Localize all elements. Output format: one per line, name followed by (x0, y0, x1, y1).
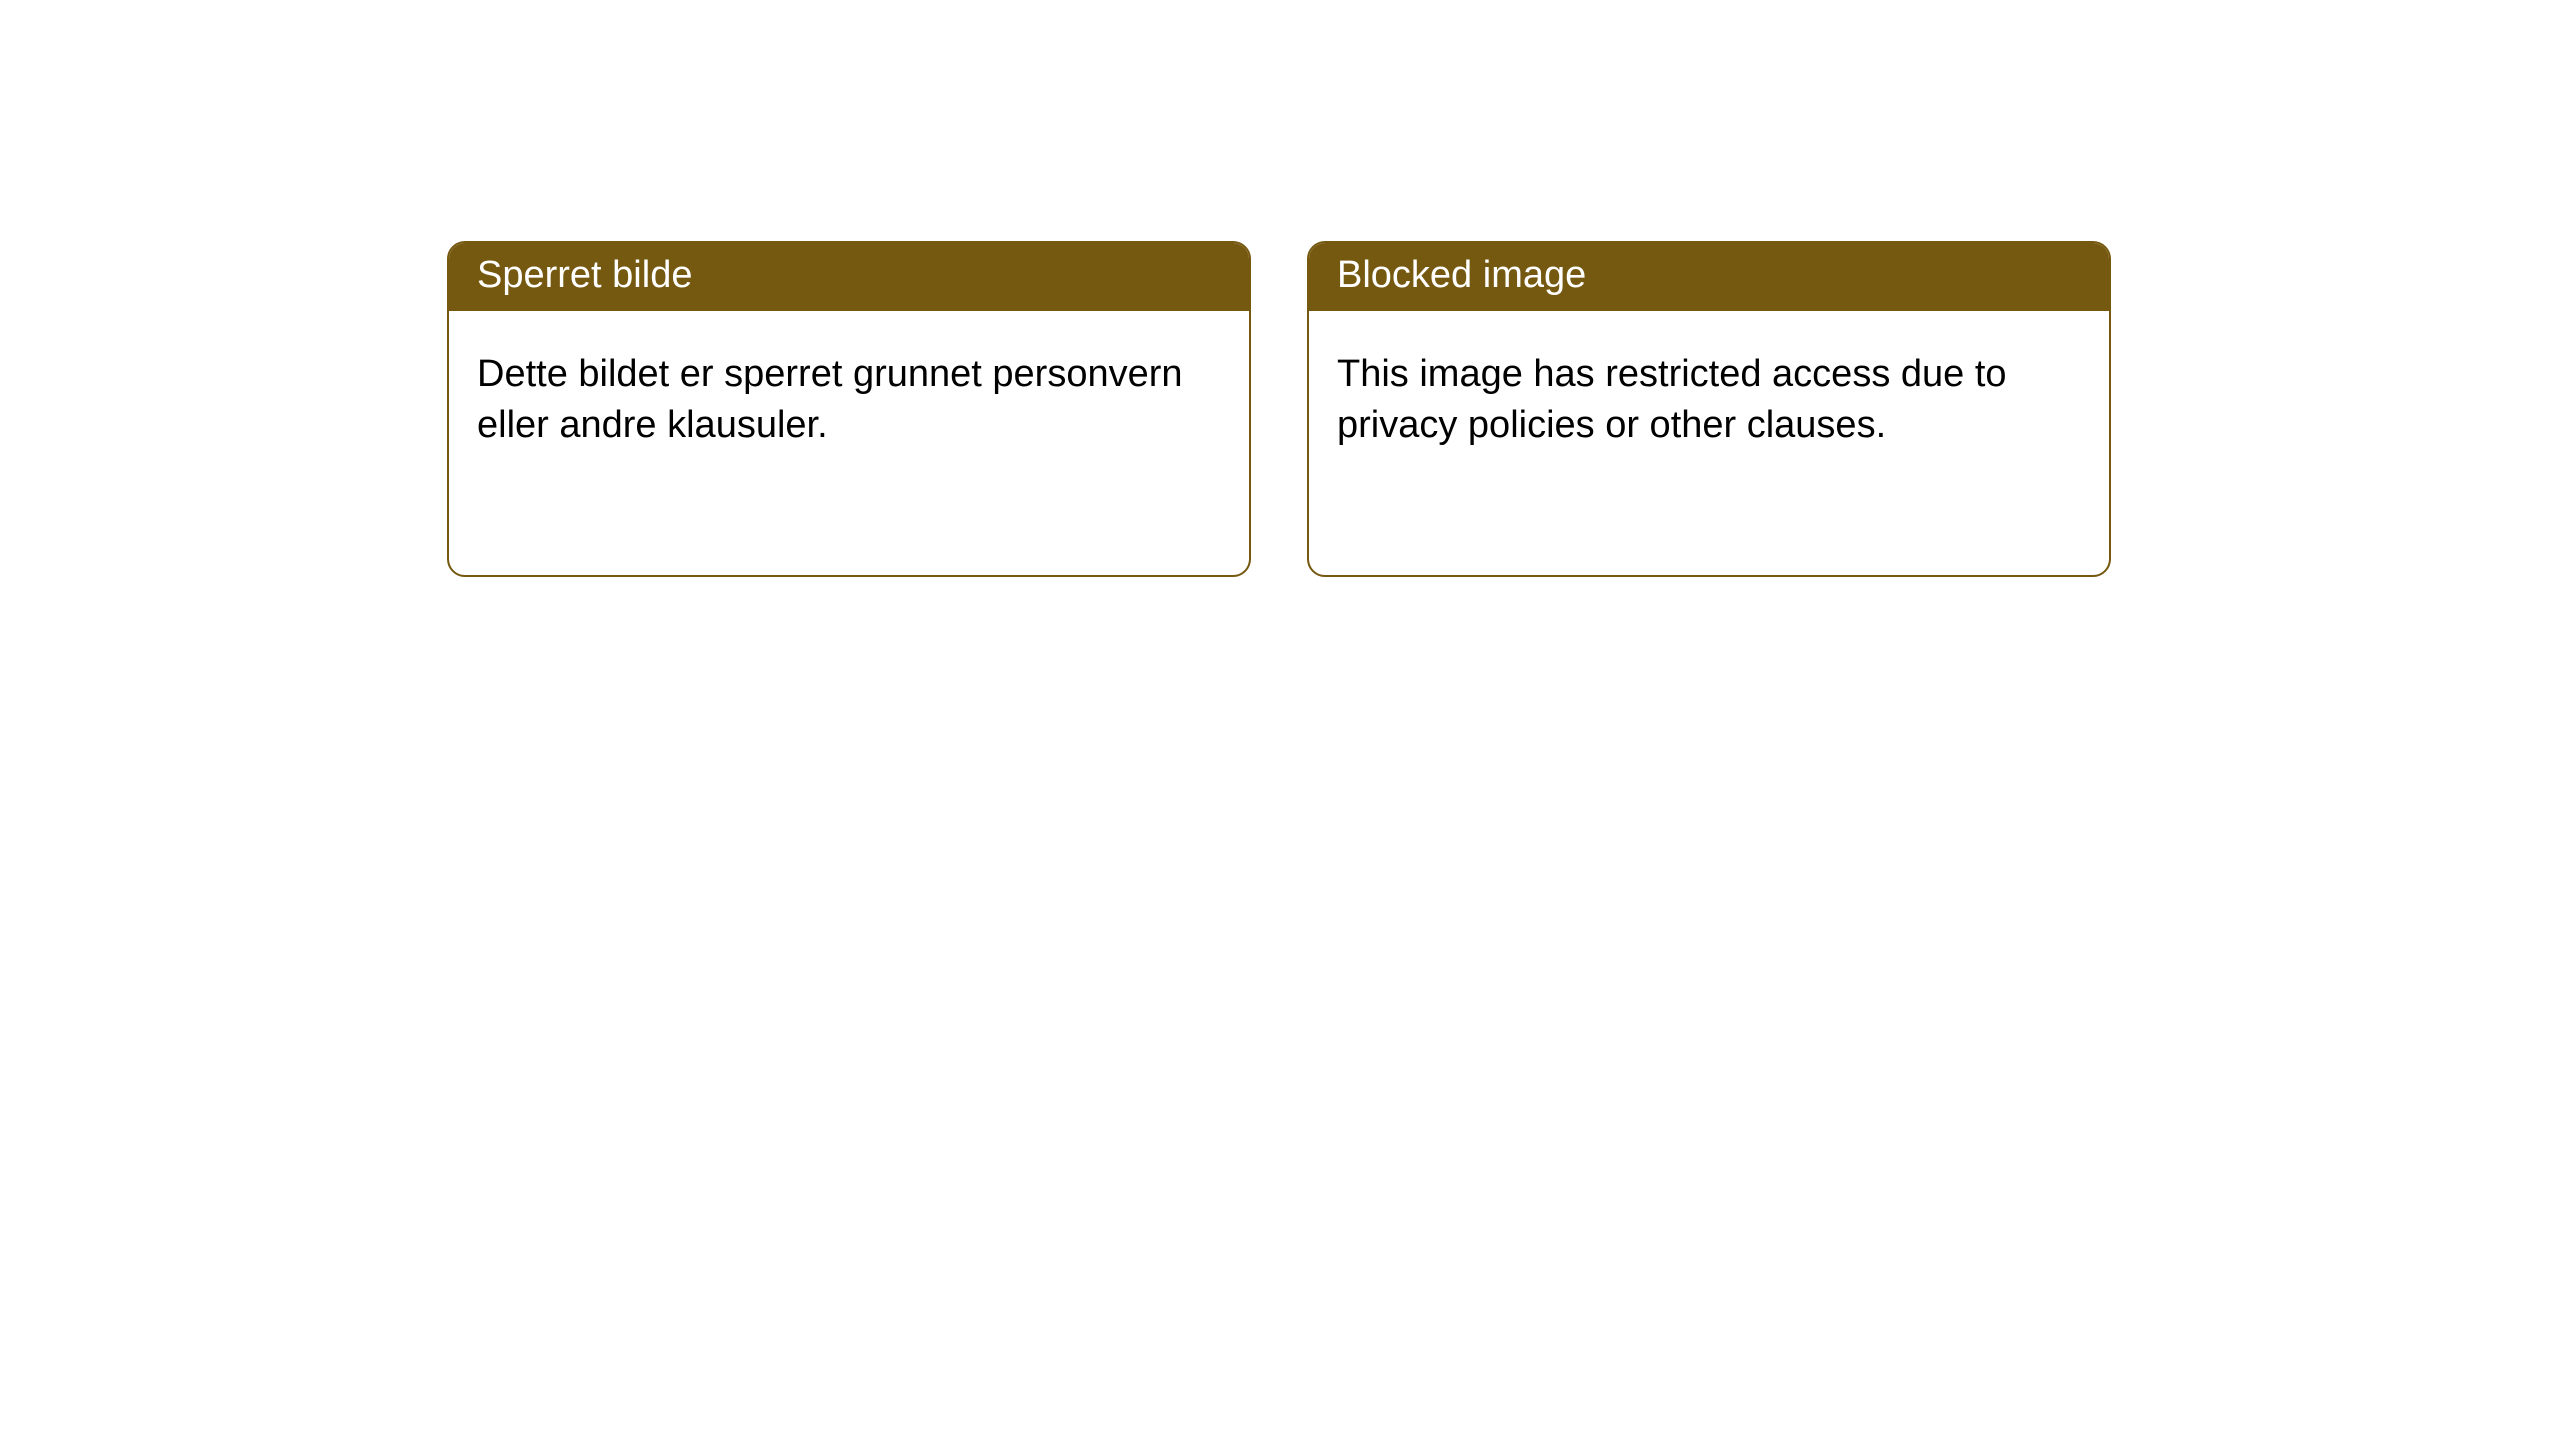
notice-container: Sperret bilde Dette bildet er sperret gr… (0, 0, 2560, 577)
notice-card-norwegian: Sperret bilde Dette bildet er sperret gr… (447, 241, 1251, 577)
notice-title-norwegian: Sperret bilde (449, 243, 1249, 311)
notice-body-norwegian: Dette bildet er sperret grunnet personve… (449, 311, 1249, 490)
notice-title-english: Blocked image (1309, 243, 2109, 311)
notice-card-english: Blocked image This image has restricted … (1307, 241, 2111, 577)
notice-body-english: This image has restricted access due to … (1309, 311, 2109, 490)
